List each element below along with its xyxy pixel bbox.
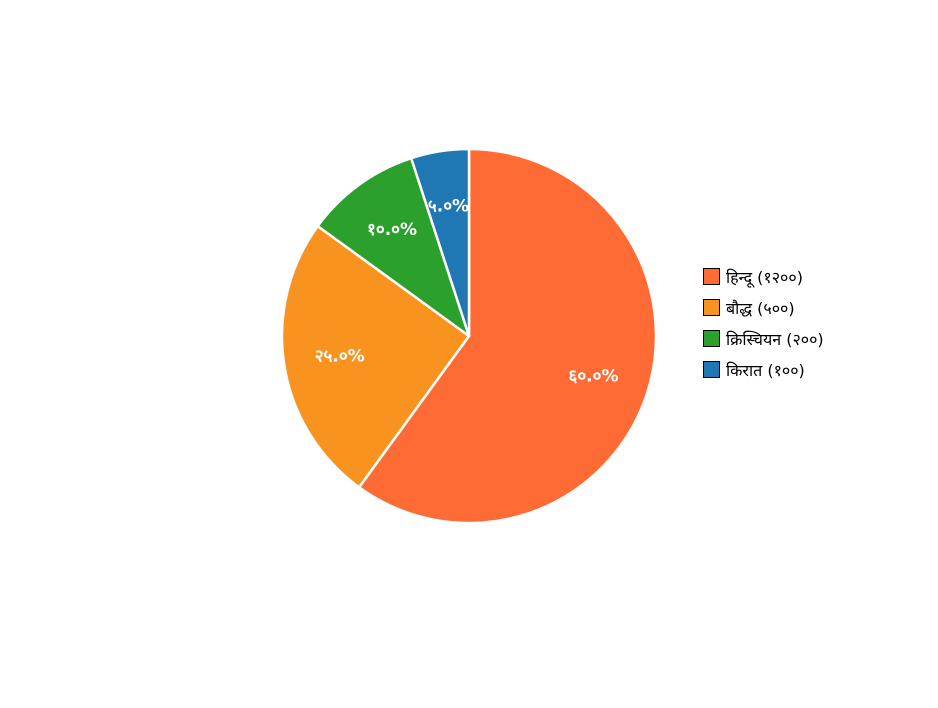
slice-percent-label: १०.०% xyxy=(367,220,417,240)
pie-slice-labels: ६०.०% २५.०% १०.०% ५.०% xyxy=(315,197,619,387)
legend-item-kirat[interactable]: किरात (१००) xyxy=(703,354,824,385)
legend-swatch xyxy=(703,299,720,316)
legend-label: हिन्दू (१२००) xyxy=(726,267,803,287)
legend-label: किरात (१००) xyxy=(726,360,805,380)
legend-item-hindu[interactable]: हिन्दू (१२००) xyxy=(703,261,824,292)
pie-slice-hindu[interactable] xyxy=(357,147,658,525)
pie-slice-kirat[interactable] xyxy=(409,147,471,338)
slice-percent-label: ६०.०% xyxy=(568,366,618,386)
legend-swatch xyxy=(703,268,720,285)
legend-item-christian[interactable]: क्रिस्चियन (२००) xyxy=(703,323,824,354)
pie-slice-buddhist[interactable] xyxy=(280,224,471,489)
slice-percent-label: ५.०% xyxy=(428,197,469,217)
legend-label: बौद्ध (५००) xyxy=(726,298,795,318)
legend-label: क्रिस्चियन (२००) xyxy=(726,329,824,349)
pie-slice-christian[interactable] xyxy=(316,156,471,338)
legend-swatch xyxy=(703,330,720,347)
legend: हिन्दू (१२००) बौद्ध (५००) क्रिस्चियन (२०… xyxy=(703,261,824,385)
pie-slices xyxy=(280,147,658,525)
legend-swatch xyxy=(703,361,720,378)
legend-item-buddhist[interactable]: बौद्ध (५००) xyxy=(703,292,824,323)
slice-percent-label: २५.०% xyxy=(315,346,365,366)
